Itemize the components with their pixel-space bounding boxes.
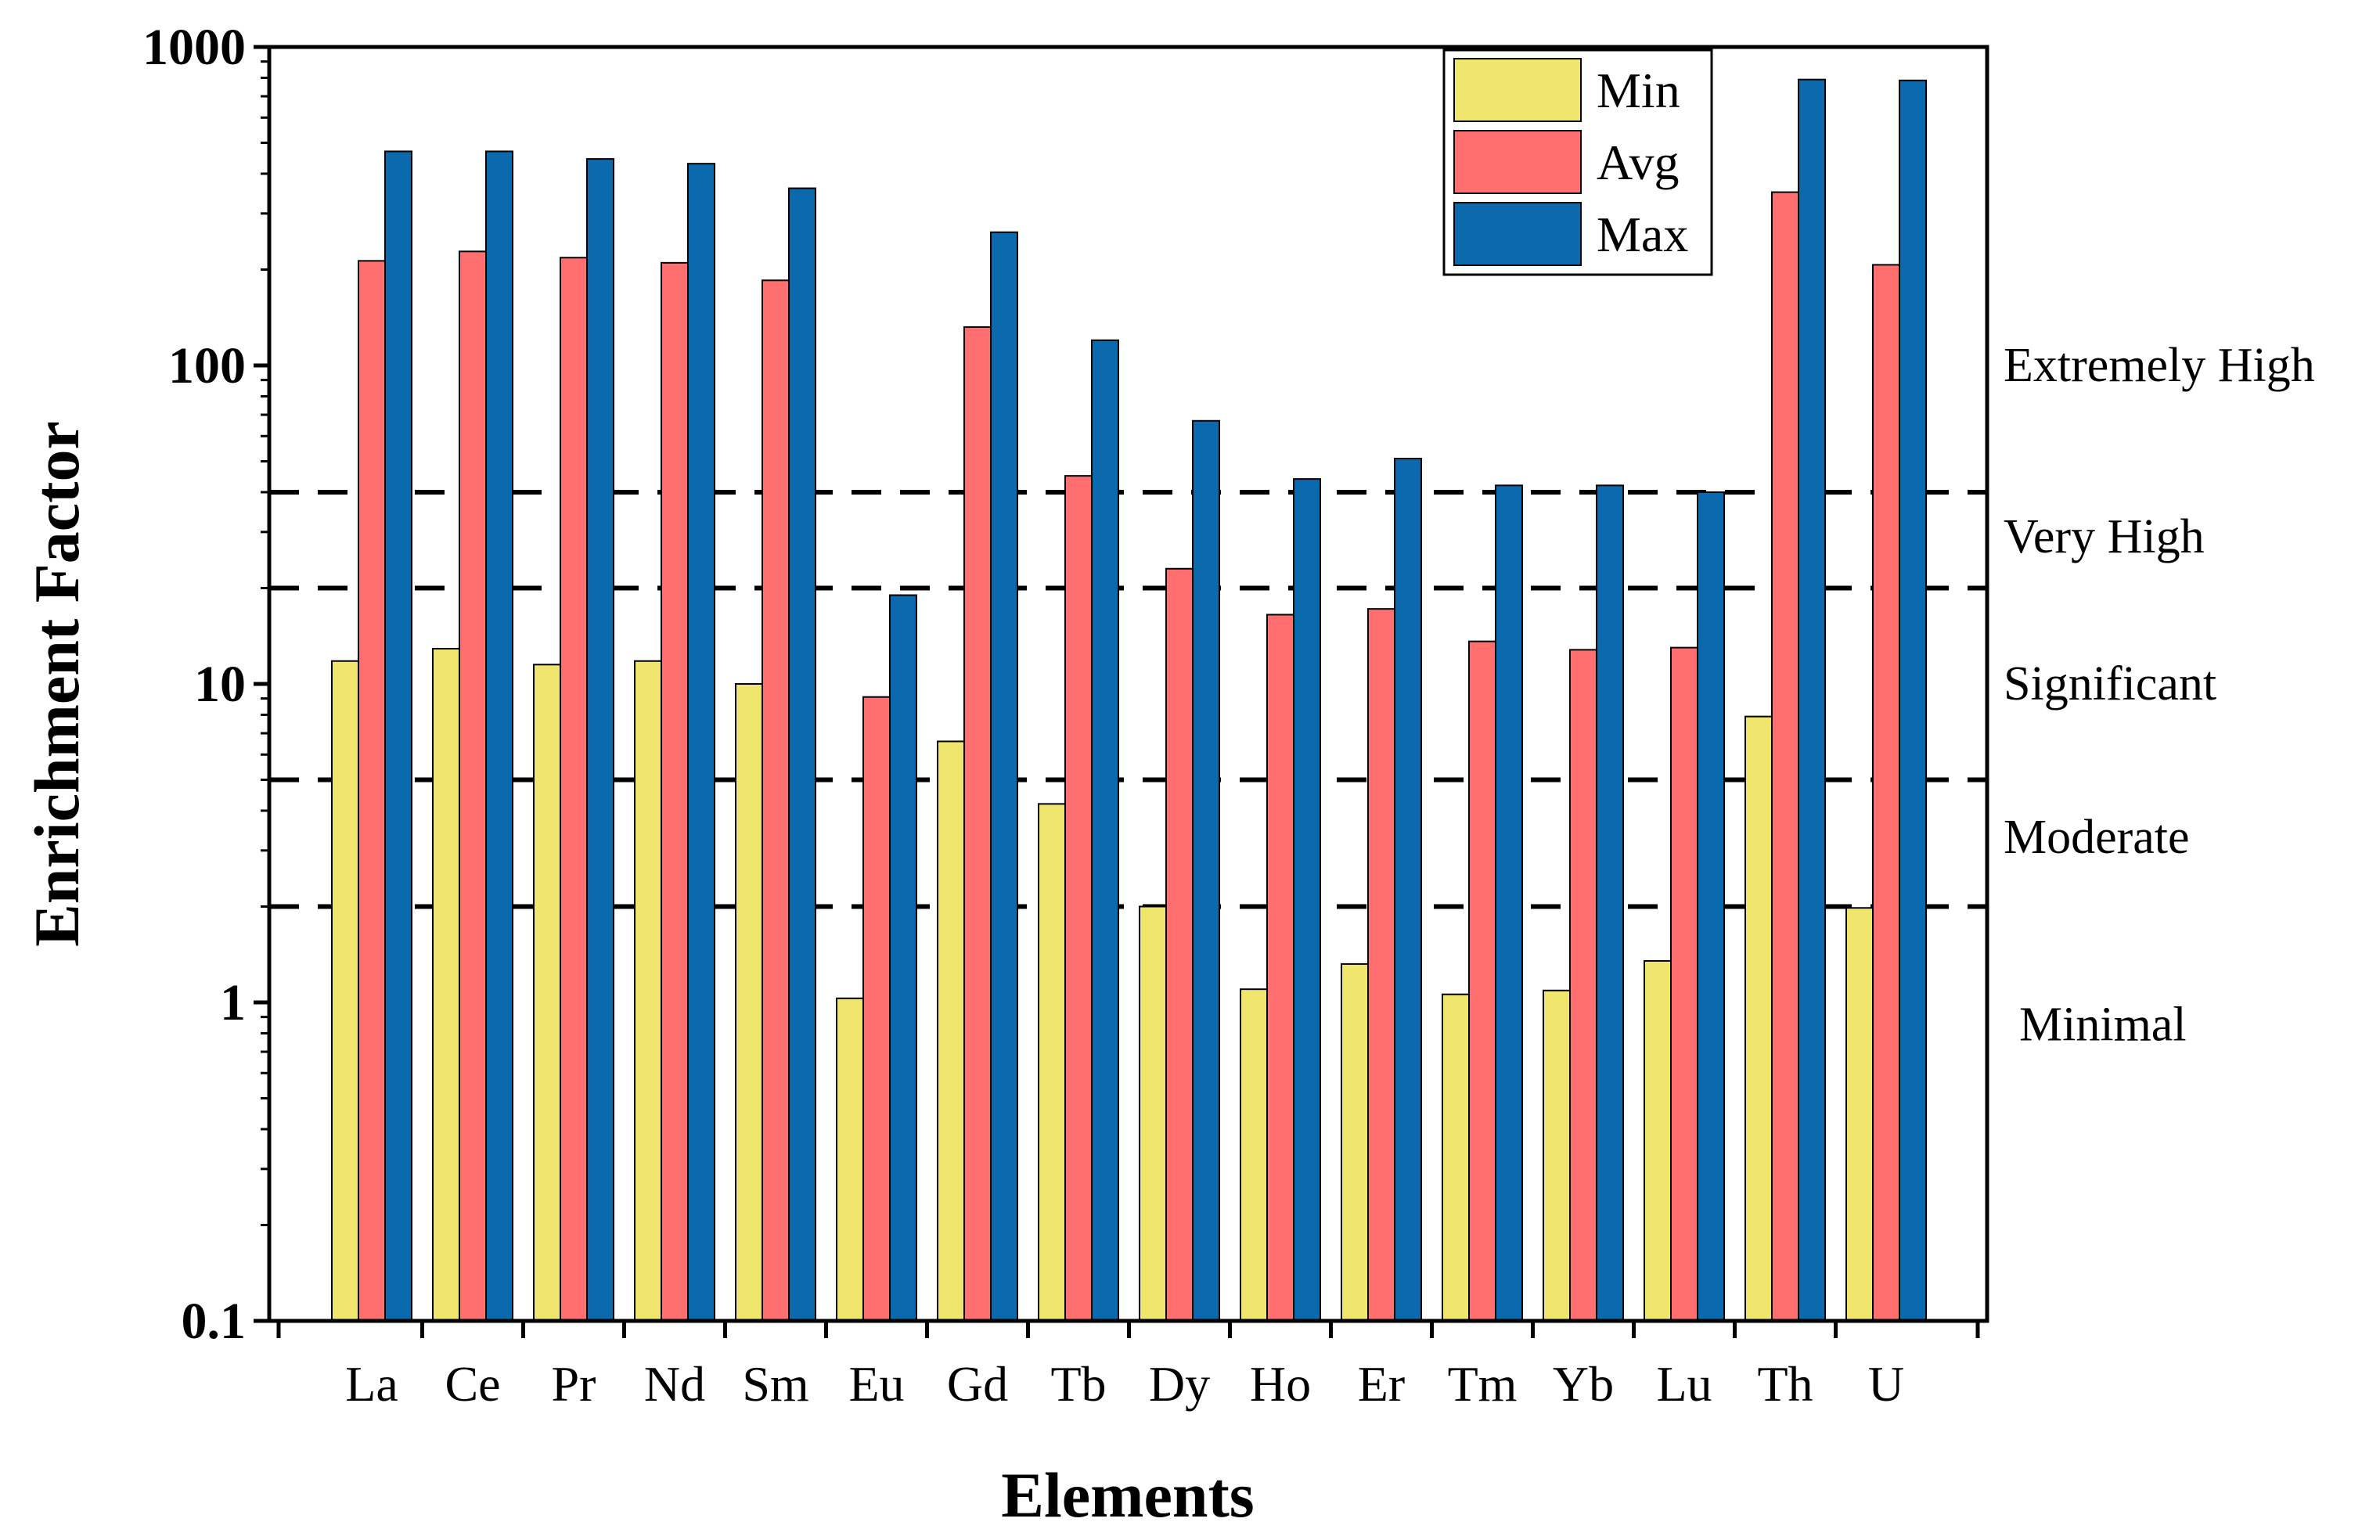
x-tick-label: Pr bbox=[552, 1356, 596, 1412]
legend-label-avg: Avg bbox=[1597, 135, 1679, 190]
bar-max-tb bbox=[1091, 339, 1119, 1322]
x-tick-label: Tm bbox=[1448, 1356, 1518, 1412]
x-tick-label: Gd bbox=[947, 1356, 1008, 1412]
bar-min-nd bbox=[634, 660, 662, 1322]
bar-min-gd bbox=[937, 740, 965, 1322]
bar-max-u bbox=[1899, 79, 1927, 1322]
legend-swatch-avg bbox=[1453, 130, 1582, 194]
y-tick-label: 100 bbox=[168, 337, 246, 394]
bar-avg-gd bbox=[963, 326, 992, 1322]
y-tick-label: 1 bbox=[220, 974, 246, 1031]
x-tick-label: Nd bbox=[644, 1356, 705, 1412]
zone-labels: Extremely High Very High Significant Modera… bbox=[2004, 339, 2315, 1052]
legend-label-max: Max bbox=[1597, 207, 1688, 262]
x-tick-label: Er bbox=[1358, 1356, 1405, 1412]
bar-max-th bbox=[1798, 78, 1826, 1322]
legend: Min Avg Max bbox=[1442, 49, 1713, 276]
bar-min-tb bbox=[1038, 803, 1066, 1322]
bar-max-ho bbox=[1293, 478, 1321, 1322]
bar-avg-er bbox=[1367, 608, 1395, 1322]
x-tick-label: Lu bbox=[1656, 1356, 1712, 1412]
bar-avg-nd bbox=[661, 261, 689, 1322]
bar-min-u bbox=[1845, 907, 1874, 1322]
x-tick-label: Yb bbox=[1553, 1356, 1614, 1412]
x-tick-label: Ho bbox=[1250, 1356, 1311, 1412]
x-tick-label: Tb bbox=[1050, 1356, 1106, 1412]
y-axis: 0.1 1 10 100 1000 bbox=[142, 19, 269, 1350]
x-tick-label: U bbox=[1868, 1356, 1904, 1412]
bar-min-th bbox=[1744, 715, 1773, 1322]
bar-avg-sm bbox=[762, 279, 790, 1322]
bar-avg-ho bbox=[1266, 613, 1294, 1322]
bar-avg-yb bbox=[1569, 649, 1597, 1322]
bar-min-la bbox=[331, 660, 359, 1322]
bar-max-dy bbox=[1192, 419, 1220, 1322]
legend-swatch-min bbox=[1453, 58, 1582, 122]
bar-avg-dy bbox=[1165, 567, 1194, 1322]
zone-label: Minimal bbox=[2019, 998, 2187, 1052]
bar-avg-u bbox=[1872, 264, 1900, 1322]
bar-avg-pr bbox=[560, 257, 588, 1322]
y-axis-title: Enrichment Factor bbox=[21, 421, 92, 947]
bar-min-pr bbox=[533, 664, 561, 1322]
bar-max-eu bbox=[889, 594, 917, 1322]
bar-avg-tm bbox=[1468, 640, 1496, 1322]
zone-label: Moderate bbox=[2004, 811, 2190, 864]
bar-max-lu bbox=[1697, 491, 1725, 1322]
bar-max-er bbox=[1394, 458, 1422, 1322]
bar-min-ho bbox=[1240, 988, 1268, 1322]
bar-min-sm bbox=[735, 683, 763, 1322]
x-tick-label: Dy bbox=[1149, 1356, 1210, 1412]
legend-swatch-max bbox=[1453, 202, 1582, 266]
bar-max-pr bbox=[586, 158, 614, 1322]
bar-avg-ce bbox=[459, 250, 487, 1322]
y-tick-label: 0.1 bbox=[182, 1293, 247, 1350]
zone-label: Significant bbox=[2004, 657, 2216, 711]
y-tick-label: 1000 bbox=[142, 19, 246, 76]
bar-max-gd bbox=[990, 231, 1018, 1322]
x-tick-label: Ce bbox=[445, 1356, 500, 1412]
legend-label-min: Min bbox=[1597, 63, 1680, 118]
x-tick-label: Sm bbox=[742, 1356, 808, 1412]
x-axis-title: Elements bbox=[1001, 1459, 1254, 1531]
bar-series bbox=[331, 78, 1927, 1322]
x-tick-label: Th bbox=[1757, 1356, 1813, 1412]
bar-min-yb bbox=[1543, 989, 1571, 1322]
bar-max-nd bbox=[687, 163, 715, 1322]
bar-avg-tb bbox=[1064, 475, 1093, 1322]
bar-avg-lu bbox=[1670, 646, 1698, 1322]
bar-avg-eu bbox=[862, 696, 891, 1322]
bar-min-lu bbox=[1644, 959, 1672, 1322]
bar-min-eu bbox=[836, 997, 864, 1322]
bar-min-ce bbox=[432, 647, 460, 1322]
y-tick-label: 10 bbox=[194, 656, 246, 713]
zone-label: Very High bbox=[2004, 510, 2205, 563]
bar-max-tm bbox=[1495, 484, 1523, 1322]
bar-max-sm bbox=[788, 187, 816, 1322]
bar-min-er bbox=[1341, 962, 1369, 1322]
bar-max-yb bbox=[1596, 484, 1624, 1322]
bar-min-dy bbox=[1139, 905, 1167, 1322]
bar-max-ce bbox=[485, 150, 513, 1322]
x-axis: La Ce Pr Nd Sm Eu Gd Tb Dy Ho Er Tm Yb Lu Th U bbox=[276, 1321, 1980, 1412]
bar-min-tm bbox=[1442, 993, 1470, 1322]
zone-label: Extremely High bbox=[2004, 339, 2315, 392]
x-tick-label: La bbox=[345, 1356, 398, 1412]
bar-avg-la bbox=[358, 260, 386, 1322]
bar-max-la bbox=[384, 150, 412, 1322]
x-tick-label: Eu bbox=[848, 1356, 904, 1412]
bar-avg-th bbox=[1771, 191, 1799, 1322]
